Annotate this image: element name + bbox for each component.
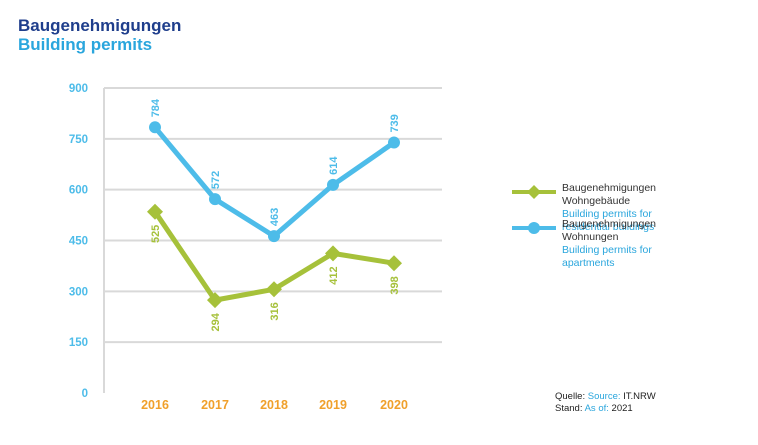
data-point-residential [386, 255, 402, 272]
legend-label-en: Building permits for residential buildin… [562, 208, 655, 233]
y-tick-label: 0 [82, 388, 88, 400]
y-tick-label: 150 [69, 337, 88, 349]
legend-swatch-residential [512, 185, 556, 199]
data-label-residential: 412 [328, 266, 340, 284]
asof-line: Stand: As of: 2021 [555, 403, 656, 415]
data-label-apartments: 784 [150, 98, 162, 117]
data-point-apartments [149, 121, 161, 134]
x-tick-label: 2020 [380, 398, 408, 412]
source-label-en: Source: [587, 391, 621, 402]
y-tick-label: 450 [69, 236, 88, 248]
y-tick-label: 300 [69, 286, 88, 298]
data-point-residential [325, 245, 341, 262]
chart-title-en: Building permits [18, 35, 153, 54]
data-label-apartments: 739 [389, 114, 401, 132]
legend-label-de: Baugenehmigungen Wohnungen [562, 218, 656, 243]
source-note: Quelle: Source: IT.NRW Stand: As of: 202… [555, 391, 656, 415]
data-label-residential: 294 [210, 312, 222, 331]
data-point-residential [207, 292, 223, 309]
data-point-residential [147, 203, 163, 220]
legend-swatch-apartments [512, 222, 556, 234]
x-tick-label: 2016 [141, 398, 169, 412]
y-tick-label: 900 [69, 83, 88, 95]
source-line: Quelle: Source: IT.NRW [555, 391, 656, 403]
data-label-residential: 525 [150, 225, 162, 243]
data-point-apartments [209, 193, 221, 206]
data-label-apartments: 572 [210, 171, 222, 189]
legend-label-de: Baugenehmigungen Wohngebäude [562, 182, 656, 207]
data-label-apartments: 614 [328, 156, 340, 175]
chart-title-de: Baugenehmigungen [18, 16, 182, 35]
data-label-residential: 398 [389, 276, 401, 294]
x-tick-label: 2018 [260, 398, 288, 412]
asof-label-en: As of: [584, 403, 609, 414]
legend-label-en: Building permits for apartments [562, 244, 652, 269]
data-point-apartments [268, 230, 280, 243]
asof-value: 2021 [611, 403, 633, 414]
data-point-apartments [388, 136, 400, 149]
x-tick-label: 2017 [201, 398, 229, 412]
data-label-residential: 316 [269, 302, 281, 320]
asof-label-de: Stand: [555, 403, 583, 414]
data-point-residential [266, 281, 282, 298]
source-label-de: Quelle: [555, 391, 586, 402]
y-tick-label: 600 [69, 185, 88, 197]
y-tick-label: 750 [69, 134, 88, 146]
data-label-apartments: 463 [269, 208, 281, 226]
x-tick-label: 2019 [319, 398, 347, 412]
data-point-apartments [327, 178, 339, 191]
source-value: IT.NRW [623, 391, 656, 402]
title-block: Baugenehmigungen Building permits [18, 16, 181, 54]
